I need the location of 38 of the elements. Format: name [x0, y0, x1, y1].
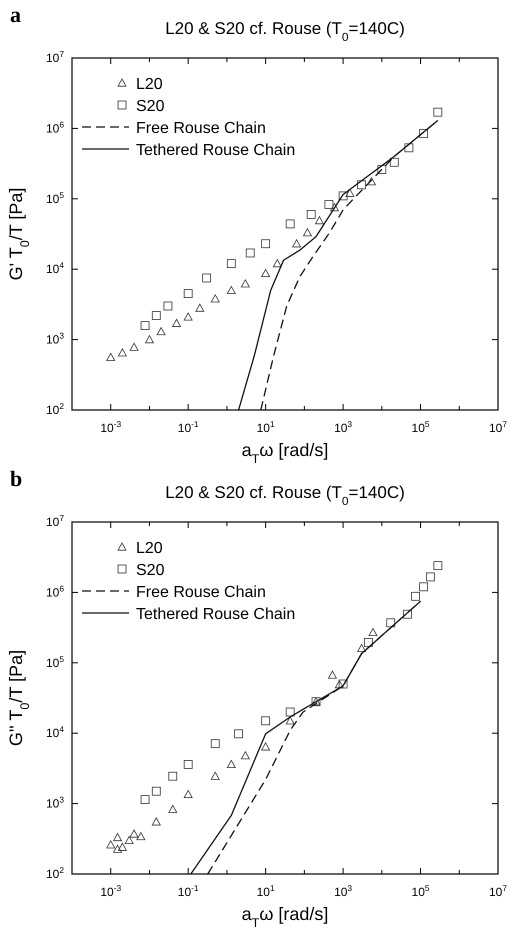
- legend-label: Tethered Rouse Chain: [136, 142, 296, 159]
- x-tick-label: 10$^{7}$: [488, 883, 508, 899]
- x-tick-label: 10$^{5}$: [412, 883, 430, 899]
- legend-label: Free Rouse Chain: [136, 584, 266, 601]
- x-tick-label: 10$^{-3}$: [100, 419, 122, 435]
- y-tick-label: 10$^{2}$: [46, 401, 64, 417]
- legend-label: L20: [136, 76, 163, 93]
- y-tick-label: 10$^{2}$: [46, 865, 64, 881]
- y-tick-label: 10$^{5}$: [46, 654, 64, 670]
- text: a: [10, 2, 21, 27]
- x-tick-label: 10$^{5}$: [412, 419, 430, 435]
- x-axis-title: a$_{T}$ω [rad/s]: [242, 440, 328, 466]
- chart-title: L20 & S20 cf. Rouse (T$_{0}$=140C): [165, 19, 405, 44]
- legend-label: L20: [136, 540, 163, 557]
- x-tick-label: 10$^{1}$: [256, 883, 275, 899]
- y-tick-label: 10$^{6}$: [46, 119, 64, 136]
- x-tick-label: 10$^{3}$: [334, 883, 352, 899]
- x-tick-label: 10$^{7}$: [488, 419, 508, 435]
- y-tick-label: 10$^{6}$: [46, 583, 64, 600]
- y-tick-label: 10$^{4}$: [46, 724, 64, 740]
- y-tick-label: 10$^{3}$: [46, 330, 64, 347]
- y-tick-label: 10$^{3}$: [46, 794, 64, 811]
- legend-label: S20: [136, 562, 165, 579]
- text: b: [10, 466, 22, 491]
- legend-label: Free Rouse Chain: [136, 120, 266, 137]
- x-tick-label: 10$^{-1}$: [178, 883, 199, 899]
- y-tick-label: 10$^{4}$: [46, 260, 64, 276]
- y-tick-label: 10$^{5}$: [46, 190, 64, 206]
- x-axis-title: a$_{T}$ω [rad/s]: [242, 904, 328, 928]
- x-tick-label: 10$^{-1}$: [178, 419, 199, 435]
- chart-title: L20 & S20 cf. Rouse (T$_{0}$=140C): [165, 483, 405, 508]
- y-tick-label: 10$^{7}$: [46, 513, 64, 529]
- x-tick-label: 10$^{-3}$: [100, 883, 122, 899]
- y-tick-label: 10$^{7}$: [46, 49, 64, 65]
- x-tick-label: 10$^{3}$: [334, 419, 352, 435]
- x-tick-label: 10$^{1}$: [256, 419, 275, 435]
- legend-label: S20: [136, 98, 165, 115]
- legend-label: Tethered Rouse Chain: [136, 606, 296, 623]
